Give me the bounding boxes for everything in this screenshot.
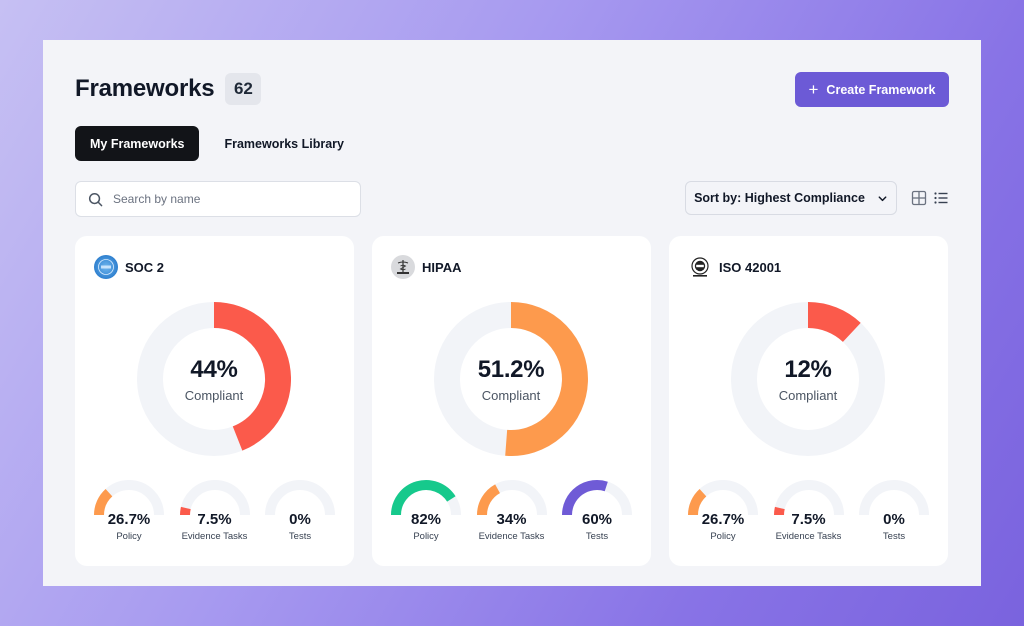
frameworks-panel: Frameworks 62 + Create Framework My Fram… — [43, 40, 981, 586]
metrics-row: 82% Policy 34% Evidence Tasks — [372, 476, 651, 542]
metric-policy: 26.7% Policy — [681, 476, 765, 542]
evidence-tasks-gauge — [179, 480, 250, 516]
metric-value: 26.7% — [701, 511, 745, 528]
metric-caption: Tests — [882, 531, 906, 542]
chevron-down-icon — [878, 195, 887, 201]
card-header: ISO 42001 — [688, 255, 781, 279]
framework-name: HIPAA — [422, 259, 462, 275]
metric-tests: 0% Tests — [258, 476, 342, 542]
metric-value: 82% — [410, 511, 442, 528]
metric-value: 60% — [581, 511, 613, 528]
compliance-caption: Compliant — [778, 387, 838, 403]
framework-card-iso-42001[interactable]: ISO 42001 12% Compliant 26.7% Policy — [669, 236, 948, 566]
compliance-caption: Compliant — [184, 387, 244, 403]
evidence-tasks-gauge — [773, 480, 844, 516]
metric-tests: 0% Tests — [852, 476, 936, 542]
donut-center: 44% Compliant — [137, 302, 291, 456]
framework-name: ISO 42001 — [719, 259, 782, 275]
metrics-row: 26.7% Policy 7.5% Evidence Tasks — [75, 476, 354, 542]
policy-gauge — [688, 480, 758, 516]
compliance-percent: 12% — [784, 355, 832, 383]
gauge-arc — [94, 488, 113, 516]
donut-center: 51.2% Compliant — [434, 302, 588, 456]
compliance-percent: 51.2% — [477, 355, 545, 383]
list-view-icon[interactable] — [933, 190, 949, 206]
donut-progress-arc — [505, 302, 588, 456]
metric-policy: 82% Policy — [384, 476, 468, 542]
sort-label: Sort by: Highest Compliance — [694, 191, 865, 205]
gauge-track — [179, 480, 250, 516]
card-header: HIPAA — [391, 255, 461, 279]
donut-progress-arc — [213, 302, 291, 451]
framework-card-soc2[interactable]: SOC 2 44% Compliant 26.7% Policy — [75, 236, 354, 566]
framework-card-hipaa[interactable]: HIPAA 51.2% Compliant 82% Policy — [372, 236, 651, 566]
compliance-caption: Compliant — [481, 387, 541, 403]
search-box[interactable] — [75, 181, 361, 217]
gauge-arc — [773, 506, 785, 516]
metric-value: 7.5% — [791, 511, 826, 528]
metric-caption: Policy — [413, 531, 439, 542]
frameworks-count-badge: 62 — [225, 73, 262, 105]
metric-policy: 26.7% Policy — [87, 476, 171, 542]
framework-name: SOC 2 — [125, 259, 165, 275]
iso-logo-mark — [691, 257, 709, 277]
gauge-arc — [179, 506, 191, 516]
plus-icon: + — [808, 80, 819, 99]
tab-frameworks-library[interactable]: Frameworks Library — [224, 136, 344, 151]
gauge-arc — [688, 488, 707, 516]
metric-tests: 60% Tests — [555, 476, 639, 542]
donut-progress-arc — [807, 302, 861, 343]
gauge-track — [773, 480, 844, 516]
sort-dropdown[interactable]: Sort by: Highest Compliance — [685, 181, 897, 215]
soc2-logo-mark — [98, 259, 114, 275]
hipaa-logo-icon — [391, 255, 415, 279]
metrics-row: 26.7% Policy 7.5% Evidence Tasks — [669, 476, 948, 542]
metric-evidence-tasks: 34% Evidence Tasks — [470, 476, 554, 542]
evidence-tasks-gauge — [476, 480, 547, 516]
framework-tabs: My Frameworks Frameworks Library — [75, 126, 359, 161]
metric-caption: Policy — [116, 531, 142, 542]
grid-view-icon[interactable] — [911, 190, 927, 206]
hipaa-logo-mark — [397, 260, 409, 274]
gauge-arc — [562, 480, 608, 516]
policy-gauge — [391, 480, 461, 516]
donut-center: 12% Compliant — [731, 302, 885, 456]
page-title: Frameworks — [75, 75, 215, 102]
card-header: SOC 2 — [94, 255, 164, 279]
title-row: Frameworks 62 — [75, 73, 262, 105]
metric-caption: Evidence Tasks — [478, 531, 545, 542]
iso-logo-icon — [688, 255, 712, 279]
tab-my-frameworks[interactable]: My Frameworks — [75, 126, 200, 161]
search-icon — [88, 192, 103, 206]
create-framework-label: Create Framework — [826, 82, 936, 97]
compliance-donut — [137, 302, 291, 456]
compliance-percent: 44% — [190, 355, 238, 383]
metric-caption: Policy — [710, 531, 736, 542]
metric-evidence-tasks: 7.5% Evidence Tasks — [173, 476, 257, 542]
metric-value: 0% — [883, 511, 905, 528]
metric-value: 26.7% — [107, 511, 151, 528]
metric-caption: Evidence Tasks — [775, 531, 842, 542]
policy-gauge — [94, 480, 164, 516]
gauge-arc — [476, 484, 500, 516]
metric-caption: Tests — [585, 531, 609, 542]
soc2-logo-icon — [94, 255, 118, 279]
metric-caption: Evidence Tasks — [181, 531, 248, 542]
gauge-track — [265, 480, 335, 516]
metric-value: 0% — [289, 511, 311, 528]
compliance-donut — [434, 302, 588, 456]
tests-gauge — [265, 480, 335, 516]
metric-caption: Tests — [288, 531, 312, 542]
gauge-track — [859, 480, 929, 516]
compliance-donut — [731, 302, 885, 456]
create-framework-button[interactable]: + Create Framework — [795, 72, 949, 107]
gauge-arc — [391, 480, 456, 516]
framework-cards: SOC 2 44% Compliant 26.7% Policy — [75, 236, 948, 566]
search-input[interactable] — [111, 191, 335, 207]
metric-value: 7.5% — [197, 511, 232, 528]
tests-gauge — [562, 480, 632, 516]
metric-evidence-tasks: 7.5% Evidence Tasks — [767, 476, 851, 542]
metric-value: 34% — [496, 511, 527, 528]
tests-gauge — [859, 480, 929, 516]
